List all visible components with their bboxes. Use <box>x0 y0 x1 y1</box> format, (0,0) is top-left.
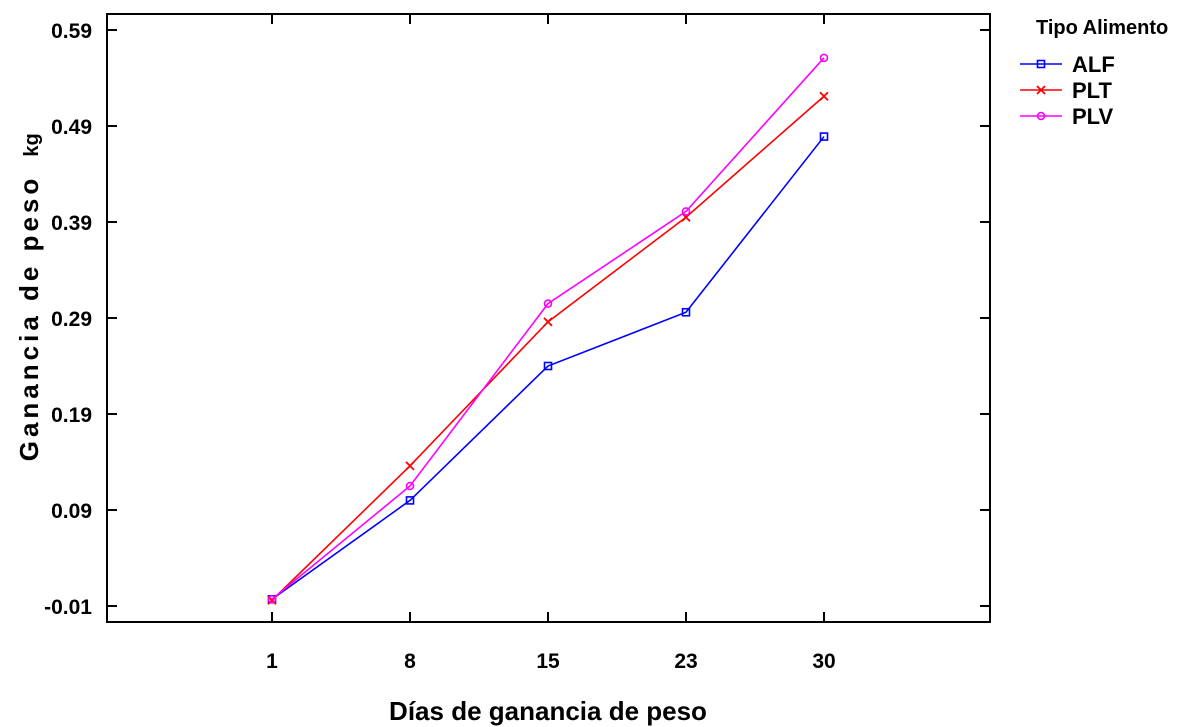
legend-marker <box>1036 111 1046 121</box>
y-tick-label: -0.01 <box>44 596 92 619</box>
y-axis: -0.01 0.09 0.19 0.29 0.39 0.49 0.59 <box>44 20 990 619</box>
y-axis-unit: kg <box>21 133 43 156</box>
data-point-plv <box>819 53 829 63</box>
legend-marker <box>1036 85 1046 95</box>
legend-label: PLT <box>1072 78 1112 103</box>
data-point-alf <box>819 132 829 141</box>
data-point-alf <box>681 307 691 317</box>
series-group <box>267 53 829 605</box>
data-point-plv <box>405 481 415 491</box>
y-axis-title: Ganancia de peso <box>14 175 44 462</box>
data-point-plv <box>543 299 553 308</box>
x-tick-label: 30 <box>812 650 835 673</box>
data-point-alf <box>405 496 415 505</box>
y-tick-label: 0.49 <box>51 116 92 139</box>
x-tick-label: 15 <box>536 650 560 673</box>
plot-frame <box>106 13 991 623</box>
y-tick-label: 0.29 <box>51 308 92 331</box>
x-tick-label: 8 <box>404 650 416 673</box>
legend-title: Tipo Alimento <box>1036 17 1168 39</box>
x-tick-label: 1 <box>266 650 278 673</box>
data-point-plv <box>267 594 277 604</box>
data-point-plt <box>405 461 415 471</box>
x-axis-title: Días de ganancia de peso <box>389 696 707 726</box>
y-tick-label: 0.59 <box>51 20 92 43</box>
legend-label: PLV <box>1072 104 1113 129</box>
y-axis-unit-group: kg <box>21 133 43 156</box>
legend-label: ALF <box>1072 52 1115 77</box>
y-tick-label: 0.09 <box>51 500 92 523</box>
series-line-plv <box>271 57 825 600</box>
series-line-plt <box>271 95 825 601</box>
y-tick-label: 0.19 <box>51 404 92 427</box>
series-line-alf <box>271 136 825 600</box>
data-point-plt <box>543 317 553 327</box>
x-tick-label: 23 <box>674 650 697 673</box>
data-point-plt <box>819 91 829 101</box>
y-axis-title-group: Ganancia de peso <box>14 175 44 462</box>
data-point-plv <box>681 207 691 216</box>
y-tick-label: 0.39 <box>51 212 92 235</box>
legend-marker <box>1036 59 1046 69</box>
x-axis: 1 8 15 23 30 <box>266 14 836 673</box>
data-point-alf <box>543 361 553 371</box>
